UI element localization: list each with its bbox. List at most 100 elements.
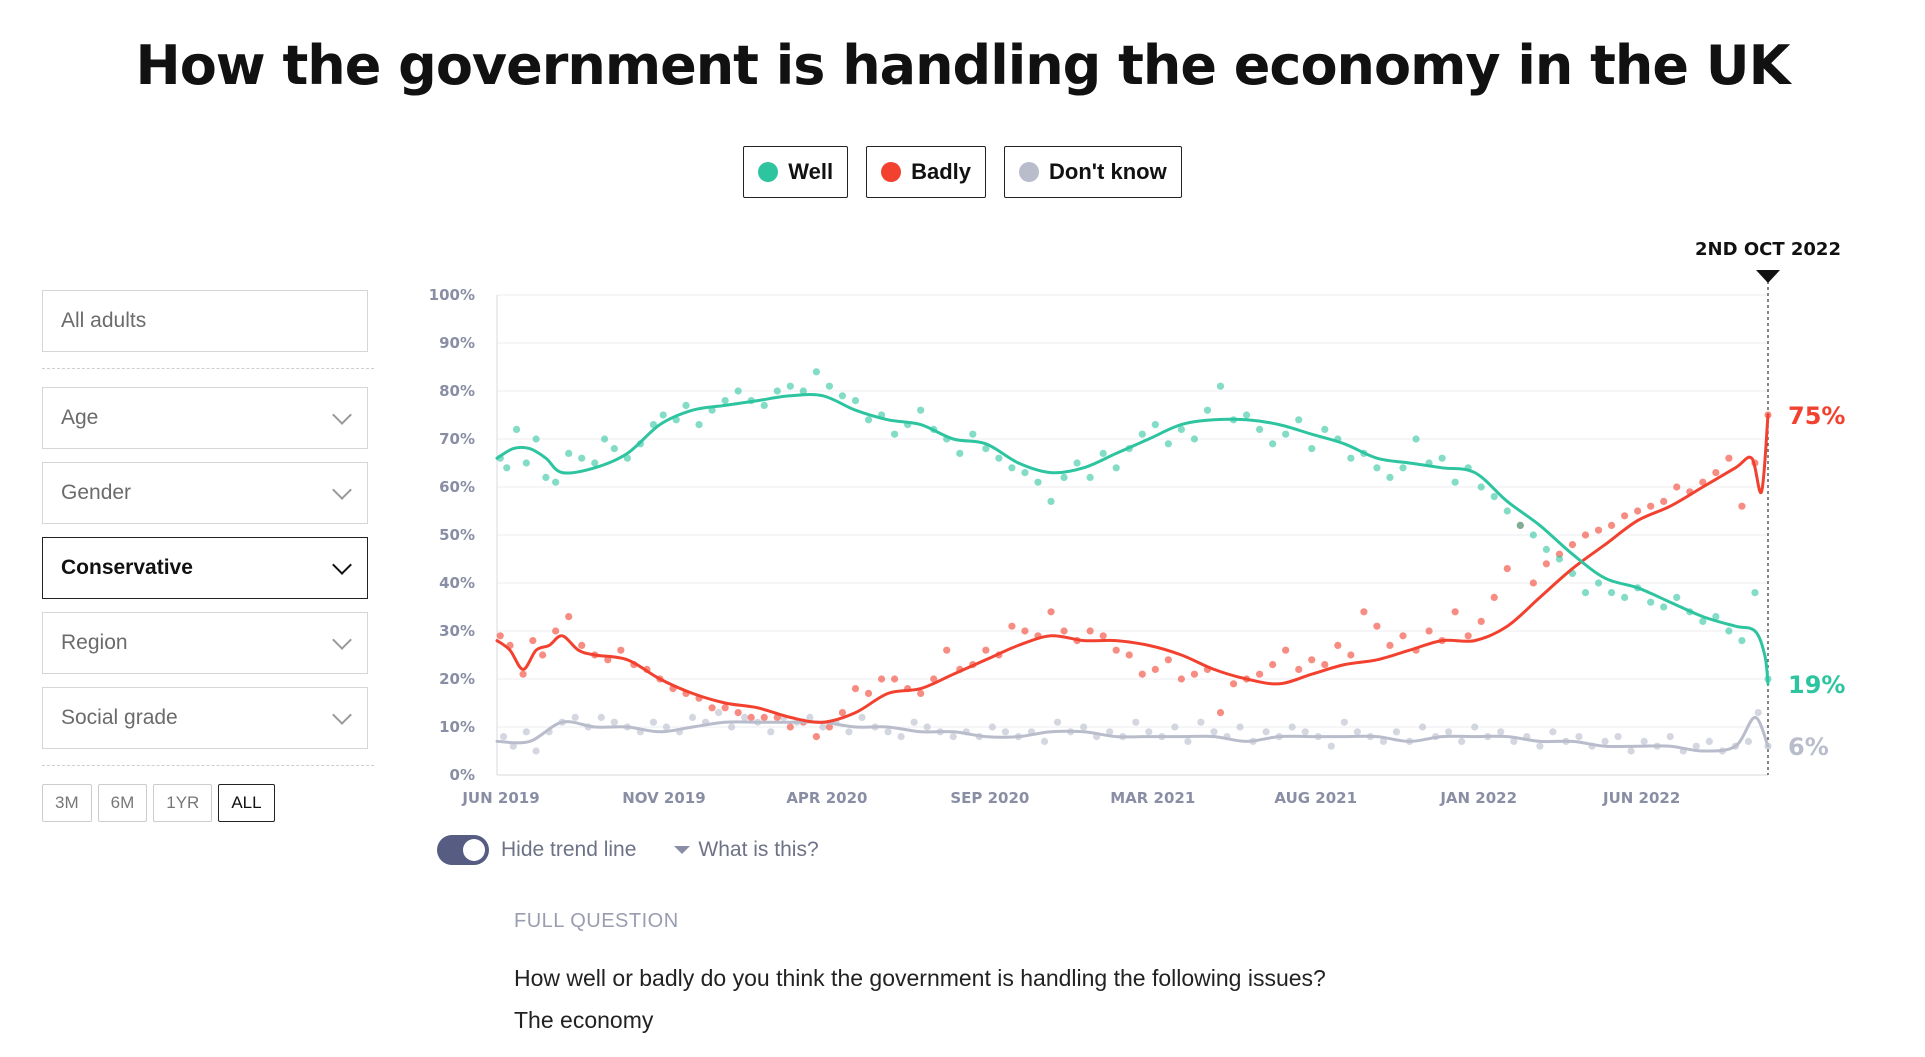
- well-point: [799, 387, 807, 395]
- don-t-know-point: [715, 709, 723, 717]
- badly-point: [1594, 526, 1603, 534]
- badly-point: [1047, 608, 1055, 616]
- range-all-button[interactable]: ALL: [218, 784, 275, 822]
- well-point: [591, 459, 599, 467]
- don-t-know-point: [649, 718, 658, 726]
- well-point: [1490, 493, 1498, 501]
- age-dropdown[interactable]: Age: [42, 387, 368, 449]
- well-point: [623, 454, 631, 462]
- range-3m-button[interactable]: 3M: [42, 784, 92, 822]
- y-tick-label: 100%: [429, 286, 475, 304]
- well-point: [786, 382, 794, 390]
- badly-point: [812, 733, 820, 741]
- badly-point: [1490, 593, 1498, 602]
- well-point: [1594, 579, 1603, 587]
- badly-point: [1308, 656, 1316, 664]
- don-t-know-point: [1197, 718, 1205, 726]
- badly-point: [982, 646, 990, 654]
- y-tick-label: 30%: [439, 622, 475, 640]
- don-t-know-point: [1601, 737, 1609, 746]
- well-point: [1060, 473, 1068, 481]
- social-grade-dropdown[interactable]: Social grade: [42, 687, 368, 749]
- badly-point: [1008, 622, 1016, 630]
- y-tick-label: 50%: [439, 526, 475, 544]
- don-t-know-point: [728, 723, 736, 731]
- don-t-know-point: [1327, 742, 1335, 750]
- badly-point: [760, 713, 768, 722]
- x-tick-label: SEP 2020: [950, 789, 1029, 807]
- y-tick-label: 10%: [439, 718, 475, 736]
- well-point: [610, 445, 618, 453]
- well-point: [1542, 545, 1550, 554]
- sidebar: All adults Age Gender Conservative Regio…: [42, 290, 374, 822]
- don-t-know-point: [988, 723, 996, 731]
- well-point: [1138, 430, 1146, 438]
- well-point: [1477, 483, 1485, 491]
- don-t-know-point: [1575, 733, 1583, 741]
- badly-point: [1282, 646, 1290, 654]
- well-point: [1164, 440, 1172, 448]
- trend-line-toggle[interactable]: [437, 835, 489, 865]
- badly-point: [1399, 632, 1407, 640]
- badly-point: [1021, 627, 1029, 635]
- well-point: [1047, 497, 1055, 505]
- region-dropdown[interactable]: Region: [42, 612, 368, 674]
- badly-point: [1060, 627, 1068, 635]
- don-t-know-point: [597, 713, 605, 722]
- range-1yr-button[interactable]: 1YR: [153, 784, 213, 822]
- legend-dont-know-button[interactable]: Don't know: [1004, 146, 1182, 198]
- legend-badly-button[interactable]: Badly: [866, 146, 987, 198]
- legend-well-button[interactable]: Well: [743, 146, 849, 198]
- well-point: [1607, 589, 1616, 597]
- well-point: [1438, 454, 1446, 462]
- badly-point: [1529, 579, 1537, 587]
- badly-point: [1256, 670, 1264, 678]
- badly-point: [1568, 541, 1577, 549]
- party-dropdown[interactable]: Conservative: [42, 537, 368, 599]
- badly-point: [1425, 627, 1433, 635]
- badly-point: [930, 675, 938, 683]
- badly-point: [1347, 651, 1355, 659]
- badly-point: [1229, 680, 1238, 688]
- legend-well-label: Well: [788, 159, 834, 184]
- don-t-know-point: [1080, 723, 1088, 731]
- well-point: [734, 387, 742, 395]
- badly-point: [1712, 469, 1720, 477]
- don-t-know-point: [1301, 728, 1309, 736]
- y-tick-label: 90%: [439, 334, 475, 352]
- x-tick-label: NOV 2019: [622, 789, 705, 807]
- population-select[interactable]: All adults: [42, 290, 368, 352]
- don-t-know-point: [532, 747, 540, 755]
- party-label: Conservative: [61, 556, 193, 579]
- badly-point: [864, 689, 873, 698]
- don-t-know-point: [1497, 728, 1505, 736]
- well-point: [1712, 613, 1720, 621]
- badly-point: [1334, 641, 1342, 650]
- what-is-this-link[interactable]: What is this?: [698, 838, 819, 861]
- well-point: [1021, 469, 1029, 477]
- badly-point: [1660, 497, 1668, 505]
- chart-controls: Hide trend line What is this?: [437, 835, 819, 865]
- badly-end-label: 75%: [1788, 402, 1845, 430]
- well-point: [1190, 435, 1199, 443]
- well-point: [1647, 598, 1655, 606]
- badly-point: [1634, 507, 1642, 515]
- well-point: [982, 445, 990, 453]
- don-t-know-point: [923, 723, 931, 731]
- well-point: [1621, 593, 1629, 602]
- don-t-know-point: [767, 728, 775, 736]
- range-6m-button[interactable]: 6M: [97, 784, 148, 822]
- well-point: [838, 392, 847, 400]
- well-point: [1216, 382, 1225, 390]
- well-point: [532, 435, 540, 443]
- well-point: [1203, 406, 1212, 414]
- badly-point: [1216, 709, 1225, 717]
- badly-point: [877, 675, 886, 683]
- gender-dropdown[interactable]: Gender: [42, 462, 368, 524]
- don-t-know-point: [858, 713, 866, 722]
- badly-point: [1086, 627, 1094, 635]
- well-point: [1008, 464, 1016, 472]
- y-tick-label: 80%: [439, 382, 475, 400]
- badly-point: [1164, 656, 1172, 664]
- badly-point: [1177, 675, 1185, 683]
